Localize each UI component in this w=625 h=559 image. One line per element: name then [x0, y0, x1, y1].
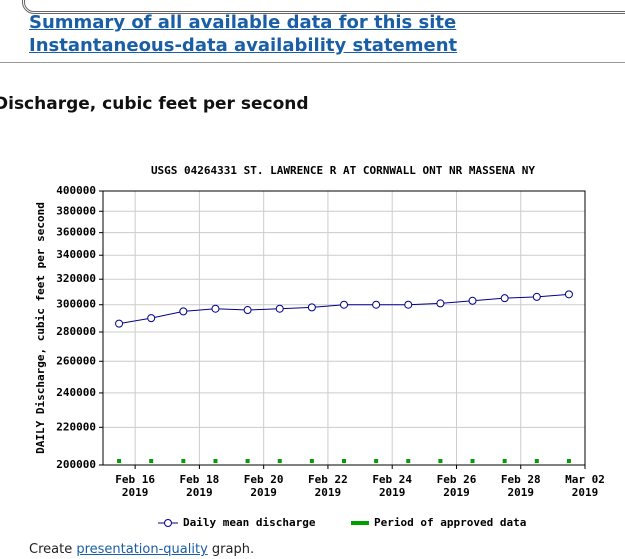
footer-text: Create — [29, 542, 77, 557]
approved-marker — [374, 459, 379, 463]
x-tick-label-line: 2019 — [186, 486, 213, 499]
data-point — [211, 304, 220, 313]
x-tick-label-line: 2019 — [122, 486, 149, 499]
approved-marker — [309, 459, 314, 463]
x-tick-label-line: 2019 — [572, 486, 599, 499]
chart-title: USGS 04264331 ST. LAWRENCE R AT CORNWALL… — [151, 164, 535, 177]
footer: Create presentation-quality graph. — [29, 542, 254, 557]
legend-marker — [164, 519, 172, 527]
x-tick-label-line: Mar 02 — [565, 473, 605, 486]
plot-frame — [102, 190, 586, 466]
data-point — [275, 304, 284, 313]
approved-marker — [149, 459, 154, 463]
data-point — [436, 299, 445, 308]
chart: USGS 04264331 ST. LAWRENCE R AT CORNWALL… — [34, 164, 605, 529]
y-axis-label: DAILY Discharge, cubic feet per second — [34, 202, 47, 454]
approved-marker — [470, 459, 475, 463]
y-tick-label: 400000 — [56, 184, 96, 197]
y-tick-label: 340000 — [56, 248, 96, 261]
data-point — [307, 303, 316, 312]
approved-marker — [181, 459, 186, 463]
x-tick-label-line: Feb 18 — [180, 473, 220, 486]
y-tick-label: 260000 — [56, 354, 96, 367]
y-tick-label: 200000 — [56, 458, 96, 471]
x-tick-label: Feb 26 2019 — [437, 473, 477, 499]
data-point — [147, 314, 156, 323]
x-tick-label-line: Feb 16 — [115, 473, 155, 486]
section-title: Discharge, cubic feet per second — [0, 94, 309, 114]
x-tick-label-line: 2019 — [443, 486, 470, 499]
y-tick-label: 220000 — [56, 420, 96, 433]
approved-marker — [406, 459, 411, 463]
data-point — [468, 296, 477, 305]
data-point — [404, 300, 413, 309]
y-tick-label: 300000 — [56, 298, 96, 311]
x-tick-label: Feb 24 2019 — [372, 473, 412, 499]
data-point — [243, 306, 252, 315]
y-tick-label: 380000 — [56, 204, 96, 217]
x-tick-label: Mar 02 2019 — [565, 473, 605, 499]
approved-marker — [534, 459, 539, 463]
header-box — [22, 0, 625, 14]
approved-marker — [245, 459, 250, 463]
summary-link[interactable]: Summary of all available data for this s… — [29, 12, 457, 33]
approved-marker — [438, 459, 443, 463]
data-point — [340, 300, 348, 309]
x-tick-label: Feb 28 2019 — [501, 473, 541, 499]
x-tick-label-line: Feb 26 — [437, 473, 477, 486]
graph-link[interactable]: presentation-quality — [76, 542, 208, 557]
availability-link[interactable]: Instantaneous-data availability statemen… — [29, 35, 458, 56]
y-tick-label: 320000 — [56, 272, 96, 285]
data-point — [564, 290, 573, 299]
x-tick-label-line: 2019 — [315, 486, 342, 499]
x-tick-label-line: 2019 — [379, 486, 406, 499]
x-tick-label: Feb 20 2019 — [244, 473, 284, 499]
legend-label: Period of approved data — [374, 516, 526, 529]
x-tick-label-line: Feb 22 — [308, 473, 348, 486]
approved-marker — [502, 459, 507, 463]
approved-marker — [342, 459, 346, 463]
x-tick-label: Feb 16 2019 — [115, 473, 155, 499]
x-tick-label-line: 2019 — [507, 486, 534, 499]
x-tick-label-line: Feb 20 — [244, 473, 284, 486]
approved-marker — [566, 459, 571, 463]
y-tick-label: 240000 — [56, 386, 96, 399]
x-tick-label-line: 2019 — [250, 486, 277, 499]
data-point — [115, 319, 124, 328]
legend-marker — [351, 521, 369, 525]
x-tick-label: Feb 18 2019 — [180, 473, 220, 499]
data-point — [372, 300, 381, 309]
y-tick-label: 360000 — [56, 226, 96, 239]
footer-text: graph. — [207, 542, 255, 557]
y-tick-label: 280000 — [56, 325, 96, 338]
divider — [0, 62, 625, 63]
data-point — [532, 292, 541, 301]
data-point — [500, 294, 509, 303]
x-tick-label-line: Feb 24 — [372, 473, 412, 486]
x-tick-label-line: Feb 28 — [501, 473, 541, 486]
approved-marker — [213, 459, 218, 463]
approved-marker — [117, 459, 122, 463]
legend-label: Daily mean discharge — [183, 516, 316, 529]
approved-marker — [277, 459, 282, 463]
data-point — [179, 307, 188, 316]
x-tick-label: Feb 22 2019 — [308, 473, 348, 499]
